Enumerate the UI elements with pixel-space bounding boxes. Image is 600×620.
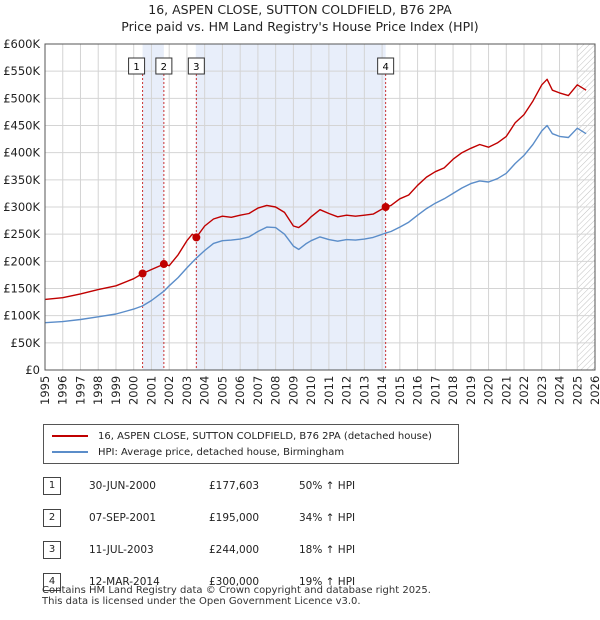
y-tick-label: £350K bbox=[3, 173, 40, 187]
sale-date: 11-JUL-2003 bbox=[89, 544, 154, 556]
y-tick-label: £150K bbox=[3, 282, 40, 296]
sale-date: 30-JUN-2000 bbox=[89, 480, 156, 492]
sale-point bbox=[381, 203, 390, 211]
x-tick-label: 1998 bbox=[91, 376, 105, 405]
x-tick-label: 2010 bbox=[304, 376, 318, 405]
x-tick-label: 2013 bbox=[357, 376, 371, 405]
x-tick-label: 2024 bbox=[553, 376, 567, 405]
sale-point bbox=[192, 233, 201, 242]
sale-hpi-change: 34% ↑ HPI bbox=[299, 512, 356, 524]
x-tick-label: 1995 bbox=[38, 376, 52, 405]
table-row: 3 11-JUL-2003 £244,000 18% ↑ HPI bbox=[43, 534, 355, 566]
x-tick-label: 2000 bbox=[127, 376, 141, 405]
sale-price: £195,000 bbox=[209, 512, 260, 524]
y-tick-label: £0 bbox=[25, 363, 40, 377]
y-tick-label: £450K bbox=[3, 119, 40, 133]
y-tick-label: £200K bbox=[3, 254, 40, 268]
sale-label-box bbox=[128, 57, 146, 75]
table-row: 1 30-JUN-2000 £177,603 50% ↑ HPI bbox=[43, 470, 355, 502]
sale-price: £300,000 bbox=[209, 576, 260, 588]
x-tick-label: 2021 bbox=[499, 376, 513, 405]
sale-number-badge: 4 bbox=[43, 573, 61, 591]
x-tick-label: 2005 bbox=[215, 376, 229, 405]
x-tick-label: 2022 bbox=[517, 376, 531, 405]
x-tick-label: 2025 bbox=[570, 376, 584, 405]
sale-label: 4 bbox=[382, 62, 388, 73]
y-tick-label: £50K bbox=[11, 336, 41, 350]
footer-copyright: Contains HM Land Registry data © Crown c… bbox=[42, 585, 431, 596]
y-tick-label: £550K bbox=[3, 64, 40, 78]
plot-border bbox=[44, 43, 596, 371]
sale-label: 1 bbox=[133, 62, 139, 73]
sales-table: 1 30-JUN-2000 £177,603 50% ↑ HPI 2 07-SE… bbox=[43, 470, 355, 598]
x-tick-label: 2002 bbox=[162, 376, 176, 405]
x-tick-label: 2003 bbox=[180, 376, 194, 405]
legend-label-property: 16, ASPEN CLOSE, SUTTON COLDFIELD, B76 2… bbox=[98, 430, 432, 442]
sale-number-badge: 1 bbox=[43, 477, 61, 495]
x-tick-label: 2016 bbox=[411, 376, 425, 405]
chart-title: 16, ASPEN CLOSE, SUTTON COLDFIELD, B76 2… bbox=[148, 2, 452, 17]
table-row: 2 07-SEP-2001 £195,000 34% ↑ HPI bbox=[43, 502, 355, 534]
sale-hpi-change: 50% ↑ HPI bbox=[299, 480, 356, 492]
legend-swatch-hpi bbox=[52, 451, 88, 453]
x-tick-label: 2007 bbox=[251, 376, 265, 405]
chart-subtitle: Price paid vs. HM Land Registry's House … bbox=[121, 19, 479, 34]
property-series-line bbox=[44, 78, 587, 301]
x-tick-label: 2011 bbox=[322, 376, 336, 405]
sale-hpi-change: 19% ↑ HPI bbox=[299, 576, 356, 588]
sale-label: 2 bbox=[161, 62, 167, 73]
footer-notice: Contains HM Land Registry data © Crown c… bbox=[42, 585, 431, 607]
x-tick-label: 2017 bbox=[428, 376, 442, 405]
sale-date: 07-SEP-2001 bbox=[89, 512, 157, 524]
sale-label: 3 bbox=[193, 62, 199, 73]
sale-label-box bbox=[155, 57, 173, 75]
x-tick-label: 2023 bbox=[535, 376, 549, 405]
x-tick-label: 2019 bbox=[464, 376, 478, 405]
legend-label-hpi: HPI: Average price, detached house, Birm… bbox=[98, 446, 345, 458]
legend-item-property: 16, ASPEN CLOSE, SUTTON COLDFIELD, B76 2… bbox=[52, 428, 432, 444]
x-tick-label: 2020 bbox=[482, 376, 496, 405]
x-tick-label: 2015 bbox=[393, 376, 407, 405]
sale-price: £177,603 bbox=[209, 480, 260, 492]
footer-licence: This data is licensed under the Open Gov… bbox=[42, 596, 361, 607]
sale-date: 12-MAR-2014 bbox=[89, 576, 160, 588]
sale-number-badge: 2 bbox=[43, 509, 61, 527]
x-tick-label: 2001 bbox=[144, 376, 158, 405]
legend-swatch-property bbox=[52, 435, 88, 437]
y-tick-label: £600K bbox=[3, 37, 40, 51]
sale-number-badge: 3 bbox=[43, 541, 61, 559]
sale-point bbox=[138, 269, 147, 278]
x-tick-label: 1997 bbox=[73, 376, 87, 405]
x-tick-label: 1999 bbox=[109, 376, 123, 405]
sale-label-box bbox=[187, 57, 205, 75]
y-tick-label: £250K bbox=[3, 227, 40, 241]
x-tick-label: 2012 bbox=[340, 376, 354, 405]
x-tick-label: 2026 bbox=[588, 376, 600, 405]
x-tick-label: 2009 bbox=[286, 376, 300, 405]
x-tick-label: 2014 bbox=[375, 376, 389, 405]
sale-label-box bbox=[377, 57, 395, 75]
y-tick-label: £300K bbox=[3, 200, 40, 214]
x-tick-label: 2004 bbox=[198, 376, 212, 405]
y-tick-label: £400K bbox=[3, 146, 40, 160]
sale-price: £244,000 bbox=[209, 544, 260, 556]
hpi-series-line bbox=[44, 124, 587, 324]
sale-hpi-change: 18% ↑ HPI bbox=[299, 544, 356, 556]
x-tick-label: 1996 bbox=[56, 376, 70, 405]
x-tick-label: 2008 bbox=[269, 376, 283, 405]
y-tick-label: £100K bbox=[3, 309, 40, 323]
price-chart: 1 2 3 4 £0 £50K £100K £150K £200K £250K £300K £350K… bbox=[3, 37, 600, 405]
sale-point bbox=[159, 260, 168, 269]
legend: 16, ASPEN CLOSE, SUTTON COLDFIELD, B76 2… bbox=[43, 424, 459, 464]
x-tick-label: 2018 bbox=[446, 376, 460, 405]
x-tick-label: 2006 bbox=[233, 376, 247, 405]
table-row: 4 12-MAR-2014 £300,000 19% ↑ HPI bbox=[43, 566, 355, 598]
legend-item-hpi: HPI: Average price, detached house, Birm… bbox=[52, 444, 344, 460]
y-tick-label: £500K bbox=[3, 91, 40, 105]
